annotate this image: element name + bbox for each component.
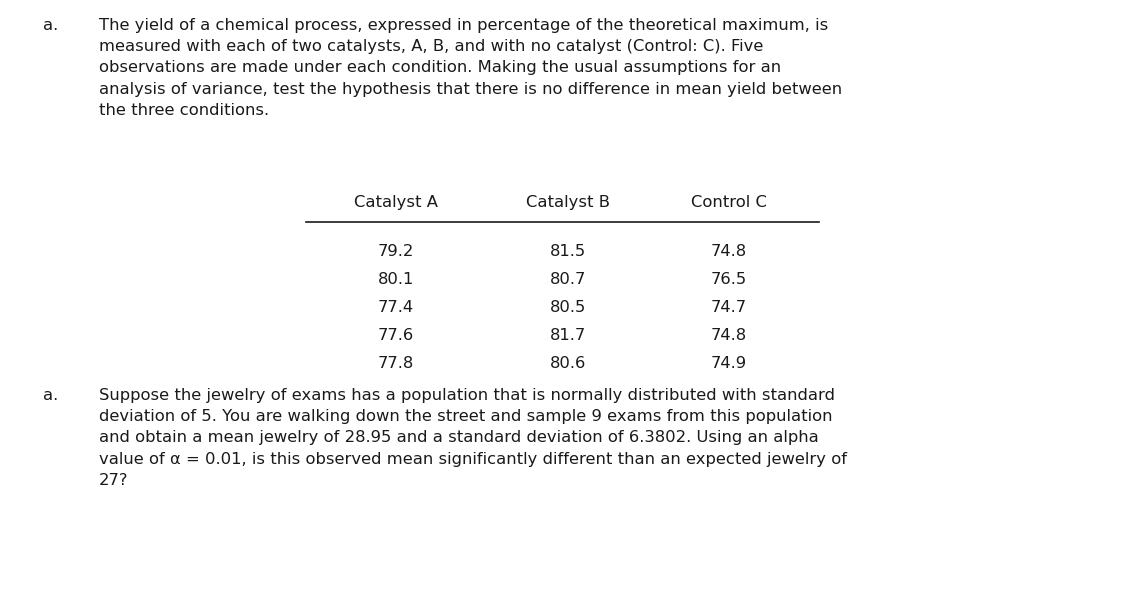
Text: Catalyst B: Catalyst B [526, 195, 610, 210]
Text: The yield of a chemical process, expressed in percentage of the theoretical maxi: The yield of a chemical process, express… [99, 18, 843, 118]
Text: 81.5: 81.5 [550, 244, 586, 259]
Text: 80.6: 80.6 [550, 356, 586, 371]
Text: 77.6: 77.6 [378, 328, 414, 343]
Text: Suppose the jewelry of exams has a population that is normally distributed with : Suppose the jewelry of exams has a popul… [99, 388, 847, 488]
Text: a.: a. [43, 18, 58, 33]
Text: 80.5: 80.5 [550, 300, 586, 315]
Text: 79.2: 79.2 [378, 244, 414, 259]
Text: 74.8: 74.8 [711, 328, 747, 343]
Text: a.: a. [43, 388, 58, 403]
Text: 80.1: 80.1 [378, 272, 414, 287]
Text: 76.5: 76.5 [711, 272, 747, 287]
Text: 74.9: 74.9 [711, 356, 747, 371]
Text: Control C: Control C [691, 195, 767, 210]
Text: Catalyst A: Catalyst A [354, 195, 438, 210]
Text: 77.4: 77.4 [378, 300, 414, 315]
Text: 77.8: 77.8 [378, 356, 414, 371]
Text: 81.7: 81.7 [550, 328, 586, 343]
Text: 74.8: 74.8 [711, 244, 747, 259]
Text: 80.7: 80.7 [550, 272, 586, 287]
Text: 74.7: 74.7 [711, 300, 747, 315]
